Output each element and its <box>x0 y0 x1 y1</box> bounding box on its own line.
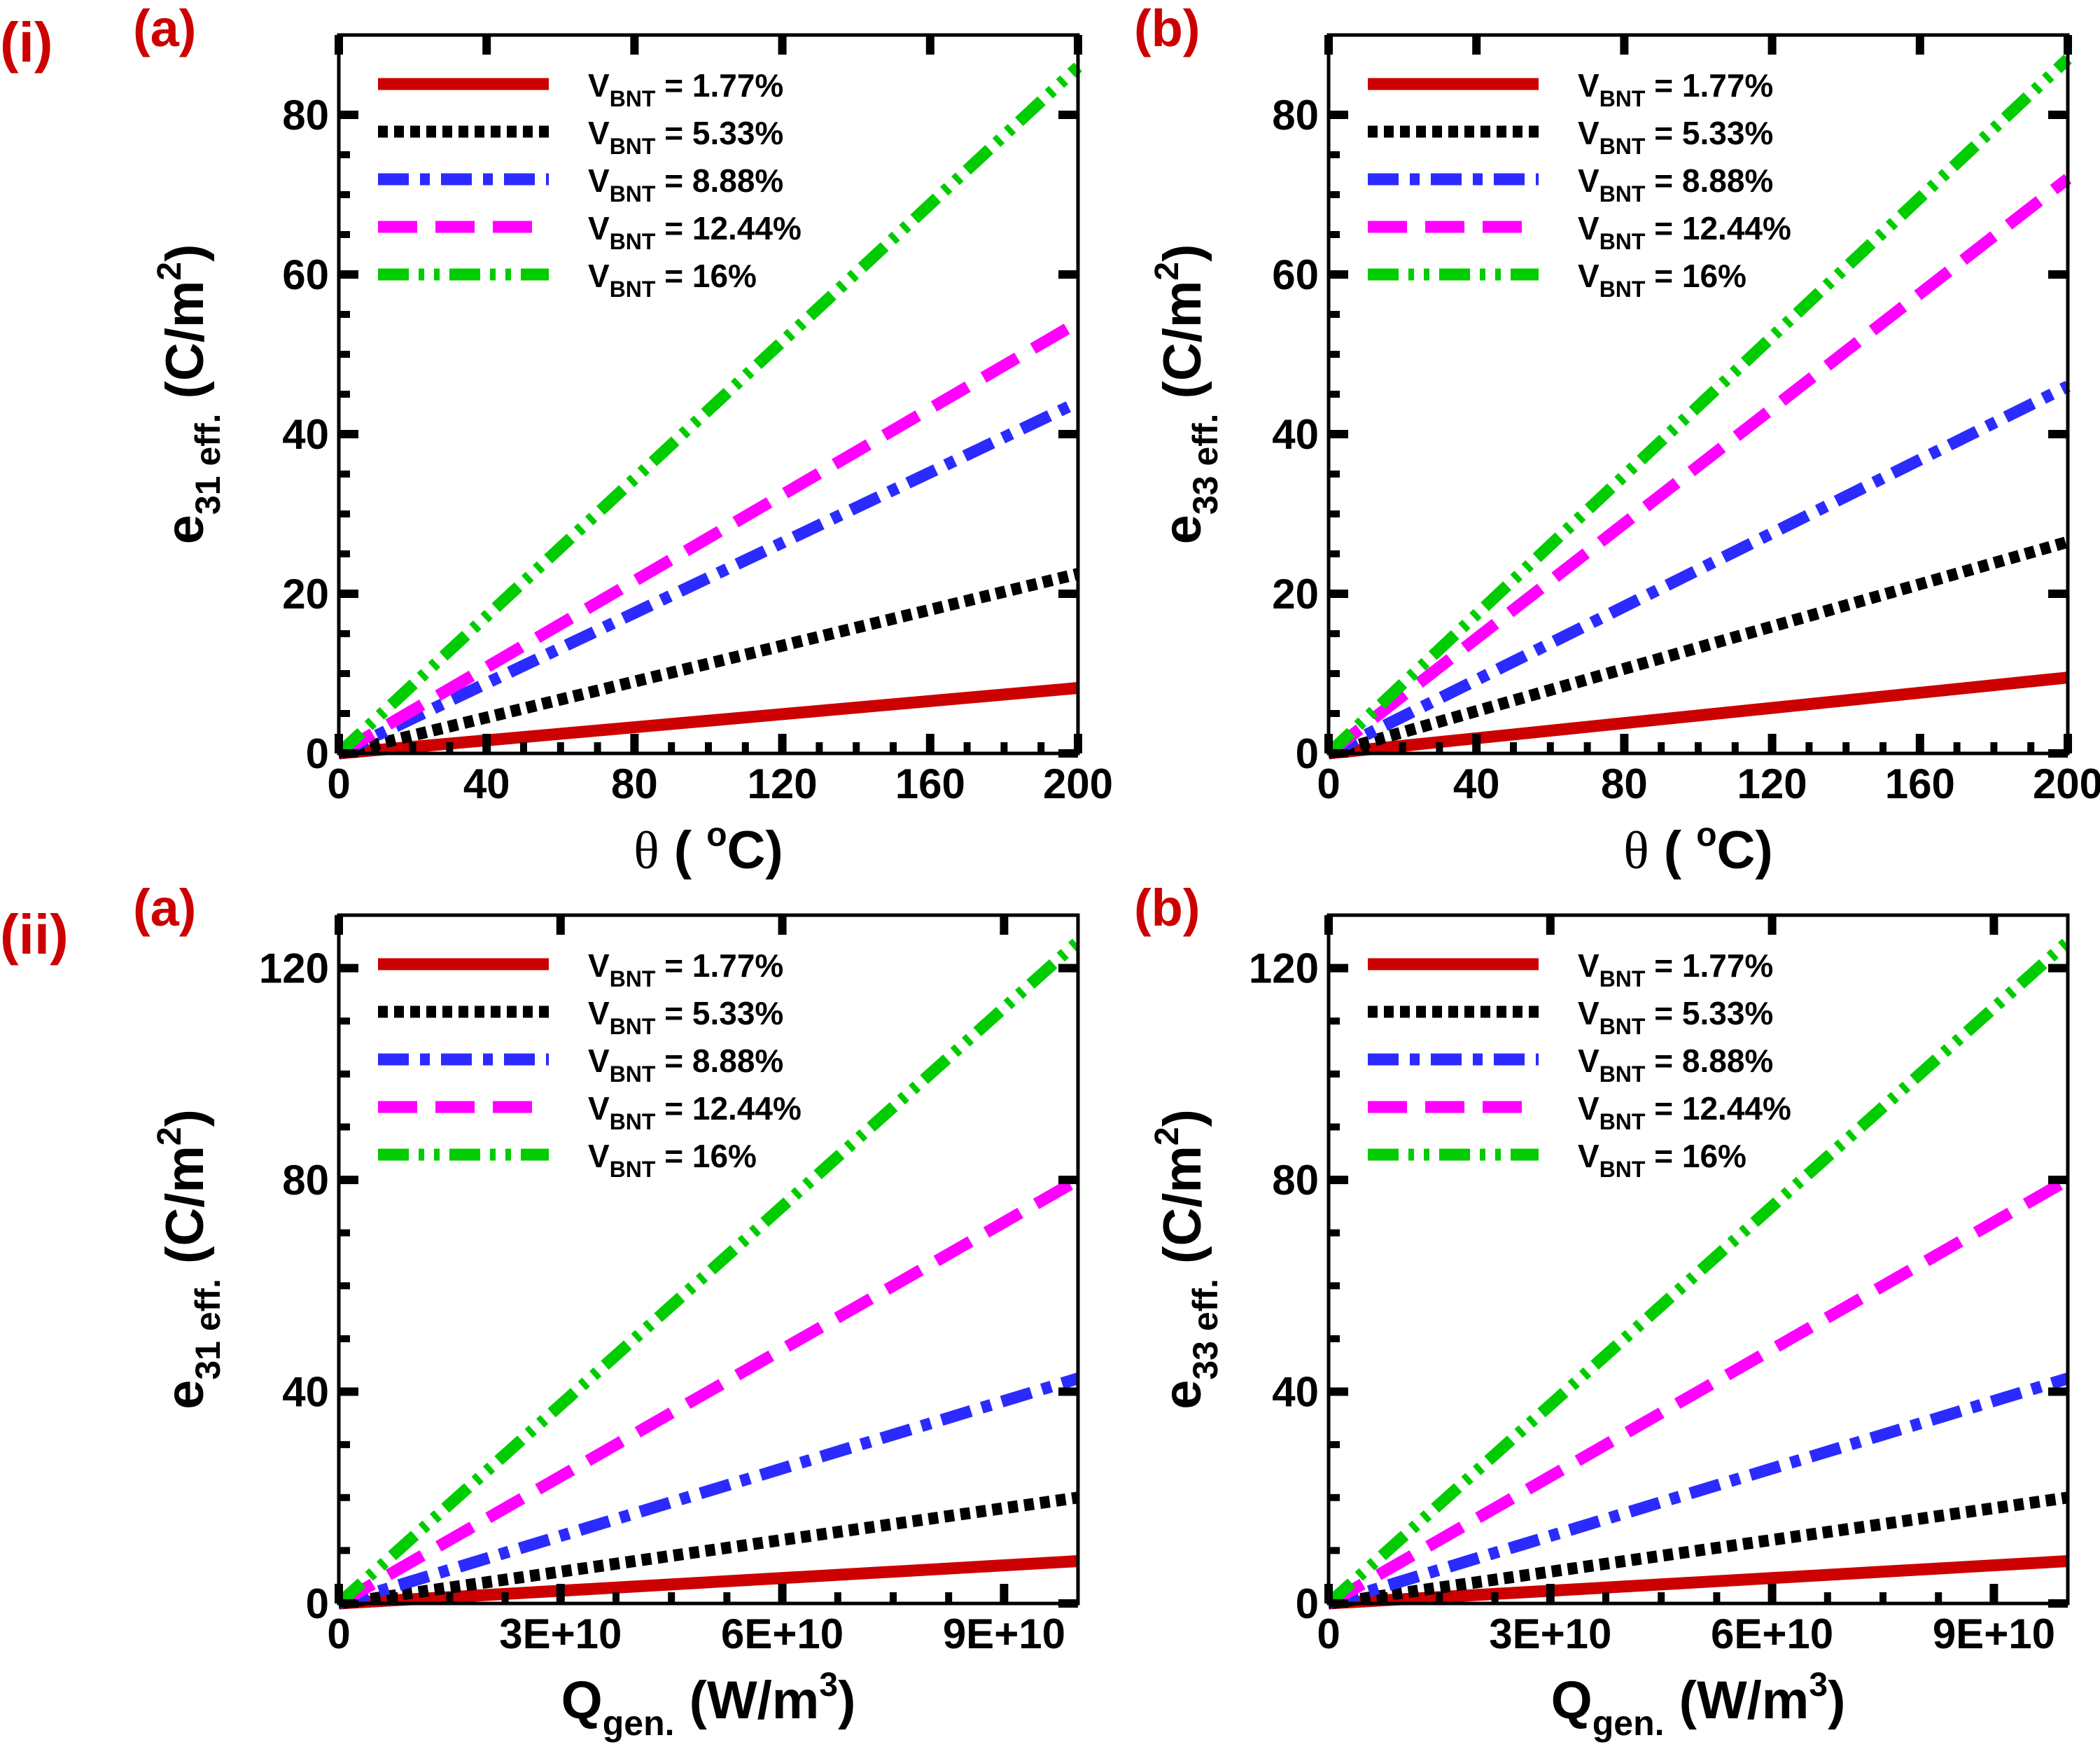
series-line-5 <box>1324 937 2072 1608</box>
y-tick-label: 40 <box>1272 411 1319 458</box>
panel-label: (b) <box>1134 0 1200 57</box>
x-tick-label: 200 <box>2033 760 2100 807</box>
series-line-1 <box>338 682 1079 760</box>
legend-label-1: VBNT = 1.77% <box>588 947 783 991</box>
legend-label-3: VBNT = 8.88% <box>588 1043 783 1087</box>
legend-label-4: VBNT = 12.44% <box>1578 210 1791 254</box>
y-tick-label: 40 <box>282 1369 329 1416</box>
y-tick-label: 20 <box>1272 571 1319 618</box>
legend-label-5: VBNT = 16% <box>1578 258 1746 302</box>
series-line-5 <box>335 937 1082 1608</box>
x-tick-label: 0 <box>327 760 350 807</box>
y-tick-label: 80 <box>1272 1157 1319 1204</box>
series-line-3 <box>1326 380 2071 759</box>
x-tick-label: 80 <box>611 760 658 807</box>
y-tick-label: 80 <box>282 92 329 139</box>
x-tick-label: 160 <box>895 760 965 807</box>
x-tick-label: 3E+10 <box>499 1610 622 1657</box>
series-line-3 <box>337 1372 1080 1610</box>
series-line-4 <box>1325 1174 2071 1609</box>
legend-label-5: VBNT = 16% <box>588 1138 757 1182</box>
x-tick-label: 40 <box>1453 760 1500 807</box>
y-tick-label: 40 <box>282 411 329 458</box>
panel-label: (a) <box>133 0 196 57</box>
x-tick-label: 0 <box>327 1610 350 1657</box>
x-tick-label: 200 <box>1043 760 1113 807</box>
y-tick-label: 80 <box>282 1157 329 1204</box>
x-tick-label: 0 <box>1317 1610 1340 1657</box>
y-axis-title: e33 eff. (C/m2) <box>1149 1109 1225 1410</box>
row-label-ii: (ii) <box>0 903 69 966</box>
chart-panel-3: (a) 0 3E+10 6E+10 9E+10 0 40 80 120 Qgen. (W/m3) e… <box>133 879 1082 1743</box>
chart-panel-2: (b) 0 40 80 120 160 200 0 20 40 60 80 θ ( oC) e33 eff… <box>1134 0 2100 880</box>
y-axis-title: e31 eff. (C/m2) <box>151 1109 227 1410</box>
y-tick-label: 0 <box>306 1580 329 1627</box>
series-line-4 <box>335 317 1082 759</box>
x-tick-label: 80 <box>1601 760 1648 807</box>
x-axis-title: θ ( oC) <box>634 816 783 880</box>
plot-frame <box>1326 913 2070 1606</box>
y-axis-title: e33 eff. (C/m2) <box>1149 244 1225 545</box>
series-line-4 <box>335 1174 1082 1609</box>
series-line-1 <box>338 1555 1079 1610</box>
row-label-i: (i) <box>0 11 53 74</box>
x-tick-label: 6E+10 <box>1711 1610 1833 1657</box>
series-line-3 <box>336 396 1081 759</box>
x-tick-label: 120 <box>1737 760 1807 807</box>
legend-label-5: VBNT = 16% <box>588 258 757 302</box>
legend-label-5: VBNT = 16% <box>1578 1138 1746 1182</box>
series-line-5 <box>335 62 1082 758</box>
legend-label-2: VBNT = 5.33% <box>1578 995 1773 1039</box>
series-line-2 <box>1327 1491 2069 1610</box>
series-line-1 <box>1328 1555 2068 1610</box>
y-tick-label: 60 <box>282 251 329 298</box>
legend-label-4: VBNT = 12.44% <box>588 210 802 254</box>
y-tick-label: 0 <box>1296 730 1319 777</box>
legend-label-2: VBNT = 5.33% <box>588 995 783 1039</box>
x-tick-label: 120 <box>748 760 818 807</box>
plot-frame <box>337 913 1080 1606</box>
x-tick-label: 40 <box>463 760 510 807</box>
legend-label-3: VBNT = 8.88% <box>588 162 783 207</box>
y-tick-label: 20 <box>282 571 329 618</box>
legend-label-1: VBNT = 1.77% <box>1578 947 1773 991</box>
y-tick-label: 0 <box>1296 1580 1319 1627</box>
x-tick-label: 0 <box>1317 760 1340 807</box>
x-tick-label: 9E+10 <box>1933 1610 2055 1657</box>
series-line-2 <box>337 568 1080 760</box>
y-tick-label: 40 <box>1272 1369 1319 1416</box>
x-axis-title: θ ( oC) <box>1623 816 1772 880</box>
x-tick-label: 160 <box>1885 760 1955 807</box>
series-line-5 <box>1324 55 2072 758</box>
y-tick-label: 0 <box>306 730 329 777</box>
series-line-4 <box>1324 174 2072 758</box>
legend-label-1: VBNT = 1.77% <box>1578 67 1773 111</box>
series-line-3 <box>1326 1372 2070 1610</box>
y-tick-label: 120 <box>259 945 329 992</box>
panel-label: (a) <box>133 879 196 937</box>
x-axis-title: Qgen. (W/m3) <box>561 1666 856 1743</box>
panel-label: (b) <box>1134 879 1200 937</box>
y-tick-label: 60 <box>1272 251 1319 298</box>
legend-label-4: VBNT = 12.44% <box>1578 1090 1791 1134</box>
x-tick-label: 6E+10 <box>721 1610 844 1657</box>
y-tick-label: 80 <box>1272 92 1319 139</box>
legend-label-1: VBNT = 1.77% <box>588 67 783 111</box>
series-line-2 <box>337 1491 1079 1610</box>
x-tick-label: 3E+10 <box>1489 1610 1611 1657</box>
legend-label-2: VBNT = 5.33% <box>1578 115 1773 159</box>
legend-label-2: VBNT = 5.33% <box>588 115 783 159</box>
legend-label-3: VBNT = 8.88% <box>1578 162 1773 207</box>
y-tick-label: 120 <box>1249 945 1319 992</box>
x-axis-title: Qgen. (W/m3) <box>1551 1666 1846 1743</box>
legend-label-3: VBNT = 8.88% <box>1578 1043 1773 1087</box>
chart-panel-4: (b) 0 3E+10 6E+10 9E+10 0 40 80 120 Qgen. (W/m3) e… <box>1134 879 2072 1743</box>
x-tick-label: 9E+10 <box>943 1610 1065 1657</box>
series-line-1 <box>1328 671 2068 760</box>
chart-panel-1: (a) 0 40 80 120 160 200 0 20 40 60 80 θ ( oC) e31 eff… <box>133 0 1113 880</box>
y-axis-title: e31 eff. (C/m2) <box>151 244 227 545</box>
legend-label-4: VBNT = 12.44% <box>588 1090 802 1134</box>
